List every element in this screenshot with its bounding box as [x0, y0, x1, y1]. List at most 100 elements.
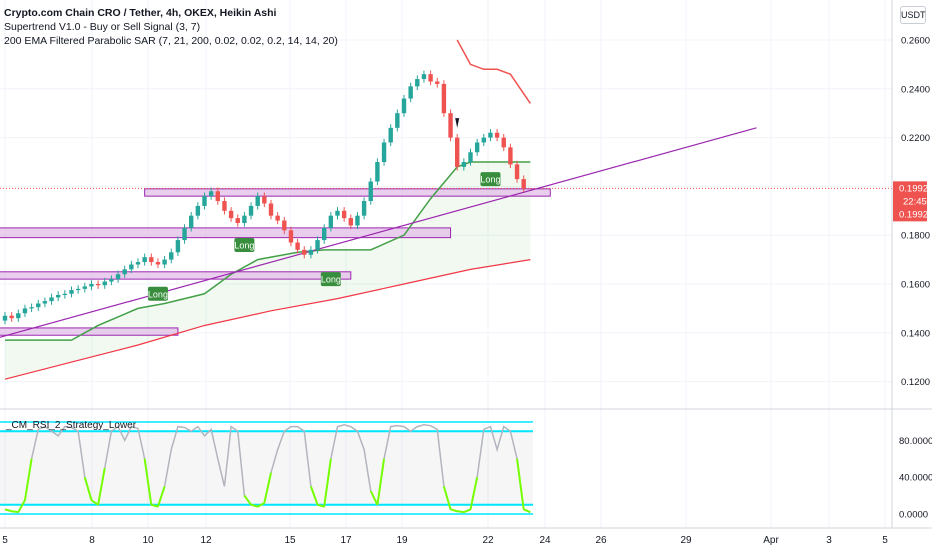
candle-body[interactable]: [335, 210, 340, 216]
support-zone[interactable]: [0, 227, 452, 239]
rsi-indicator-label[interactable]: _CM_RSI_2_Strategy_Lower: [6, 420, 137, 431]
candle-body[interactable]: [56, 294, 61, 298]
candle-body[interactable]: [29, 307, 34, 309]
candle-body[interactable]: [255, 196, 260, 206]
candle-body[interactable]: [222, 201, 227, 211]
supertrend-line[interactable]: [5, 161, 531, 341]
candle-body[interactable]: [308, 249, 314, 255]
candle-body[interactable]: [36, 303, 41, 308]
candle-body[interactable]: [202, 196, 207, 206]
candle-body[interactable]: [75, 288, 81, 291]
candle-body[interactable]: [248, 205, 254, 216]
support-zone[interactable]: [0, 327, 179, 336]
candle-body[interactable]: [315, 240, 320, 250]
price-tick-label: 0.1600: [901, 280, 930, 291]
candle-body[interactable]: [455, 137, 460, 167]
candle-body[interactable]: [488, 132, 493, 138]
candle-body[interactable]: [361, 201, 367, 216]
candle-body[interactable]: [82, 286, 87, 289]
candle-body[interactable]: [189, 215, 194, 228]
candle-body[interactable]: [215, 191, 220, 202]
candle-body[interactable]: [428, 74, 433, 82]
candle-body[interactable]: [435, 81, 440, 84]
candle-body[interactable]: [242, 215, 247, 223]
candle-body[interactable]: [448, 113, 453, 138]
candle-body[interactable]: [142, 257, 147, 263]
candle-body[interactable]: [288, 230, 294, 243]
candle-body[interactable]: [421, 74, 427, 80]
candle-body[interactable]: [16, 313, 21, 319]
long-signal-badge[interactable]: [480, 172, 501, 187]
price-tick-label: 0.1200: [901, 377, 930, 388]
candle-body[interactable]: [89, 284, 94, 287]
candle-body[interactable]: [415, 79, 420, 87]
candle-body[interactable]: [2, 315, 8, 321]
candle-body[interactable]: [109, 279, 114, 282]
long-signal-badge[interactable]: [147, 286, 168, 301]
currency-button[interactable]: USDT: [900, 6, 926, 24]
candle-body[interactable]: [468, 152, 473, 162]
candle-body[interactable]: [441, 83, 447, 114]
candle-body[interactable]: [69, 290, 74, 294]
candle-body[interactable]: [375, 162, 380, 182]
candle-body[interactable]: [368, 181, 373, 202]
sar-line[interactable]: [456, 39, 531, 104]
rsi-oversold-segment: [450, 508, 458, 513]
candle-body[interactable]: [102, 281, 107, 286]
candle-body[interactable]: [22, 308, 28, 314]
candle-body[interactable]: [49, 297, 54, 302]
candle-body[interactable]: [115, 274, 121, 280]
candle-body[interactable]: [122, 269, 127, 275]
candle-body[interactable]: [395, 113, 400, 128]
candle-body[interactable]: [169, 252, 174, 260]
candle-body[interactable]: [175, 240, 181, 253]
candle-body[interactable]: [501, 137, 506, 148]
candle-body[interactable]: [494, 132, 500, 138]
candle-body[interactable]: [162, 259, 167, 265]
candle-body[interactable]: [508, 147, 513, 165]
candle-body[interactable]: [514, 164, 520, 180]
indicator-parabolic-sar[interactable]: 200 EMA Filtered Parabolic SAR (7, 21, 2…: [4, 35, 338, 47]
candle-body[interactable]: [521, 179, 526, 189]
candle-body[interactable]: [155, 262, 161, 265]
candle-body[interactable]: [282, 220, 287, 231]
candle-body[interactable]: [348, 218, 353, 226]
candle-body[interactable]: [208, 191, 214, 197]
rsi-oversold-segment: [83, 476, 93, 501]
candle-body[interactable]: [95, 284, 101, 286]
candle-body[interactable]: [408, 86, 413, 99]
long-signal-badge[interactable]: [320, 272, 341, 287]
candle-body[interactable]: [129, 264, 134, 270]
candle-body[interactable]: [228, 210, 234, 219]
ema-200-line[interactable]: [4, 259, 531, 380]
candle-body[interactable]: [268, 203, 274, 216]
candle-body[interactable]: [481, 137, 486, 143]
candle-body[interactable]: [135, 262, 141, 265]
candle-body[interactable]: [182, 227, 187, 241]
candle-body[interactable]: [149, 257, 154, 263]
candle-body[interactable]: [474, 142, 480, 153]
candle-body[interactable]: [235, 218, 240, 223]
long-signal-badge[interactable]: [234, 237, 255, 252]
candle-body[interactable]: [275, 215, 280, 221]
candle-body[interactable]: [195, 205, 201, 216]
candle-body[interactable]: [388, 127, 393, 143]
candle-body[interactable]: [355, 215, 360, 226]
candle-body[interactable]: [262, 196, 267, 204]
candle-body[interactable]: [322, 227, 327, 241]
candle-body[interactable]: [62, 293, 68, 295]
trend-line[interactable]: [0, 127, 757, 338]
candle-body[interactable]: [42, 301, 48, 304]
candle-body[interactable]: [381, 142, 387, 162]
support-zone[interactable]: [0, 271, 352, 280]
support-zone[interactable]: [144, 188, 551, 197]
candle-body[interactable]: [302, 249, 307, 255]
candle-body[interactable]: [328, 215, 334, 228]
candle-body[interactable]: [9, 315, 14, 319]
candle-body[interactable]: [401, 98, 407, 114]
indicator-supertrend[interactable]: Supertrend V1.0 - Buy or Sell Signal (3,…: [4, 21, 201, 33]
candle-body[interactable]: [295, 242, 300, 250]
candle-body[interactable]: [461, 162, 467, 167]
candle-body[interactable]: [341, 210, 347, 219]
